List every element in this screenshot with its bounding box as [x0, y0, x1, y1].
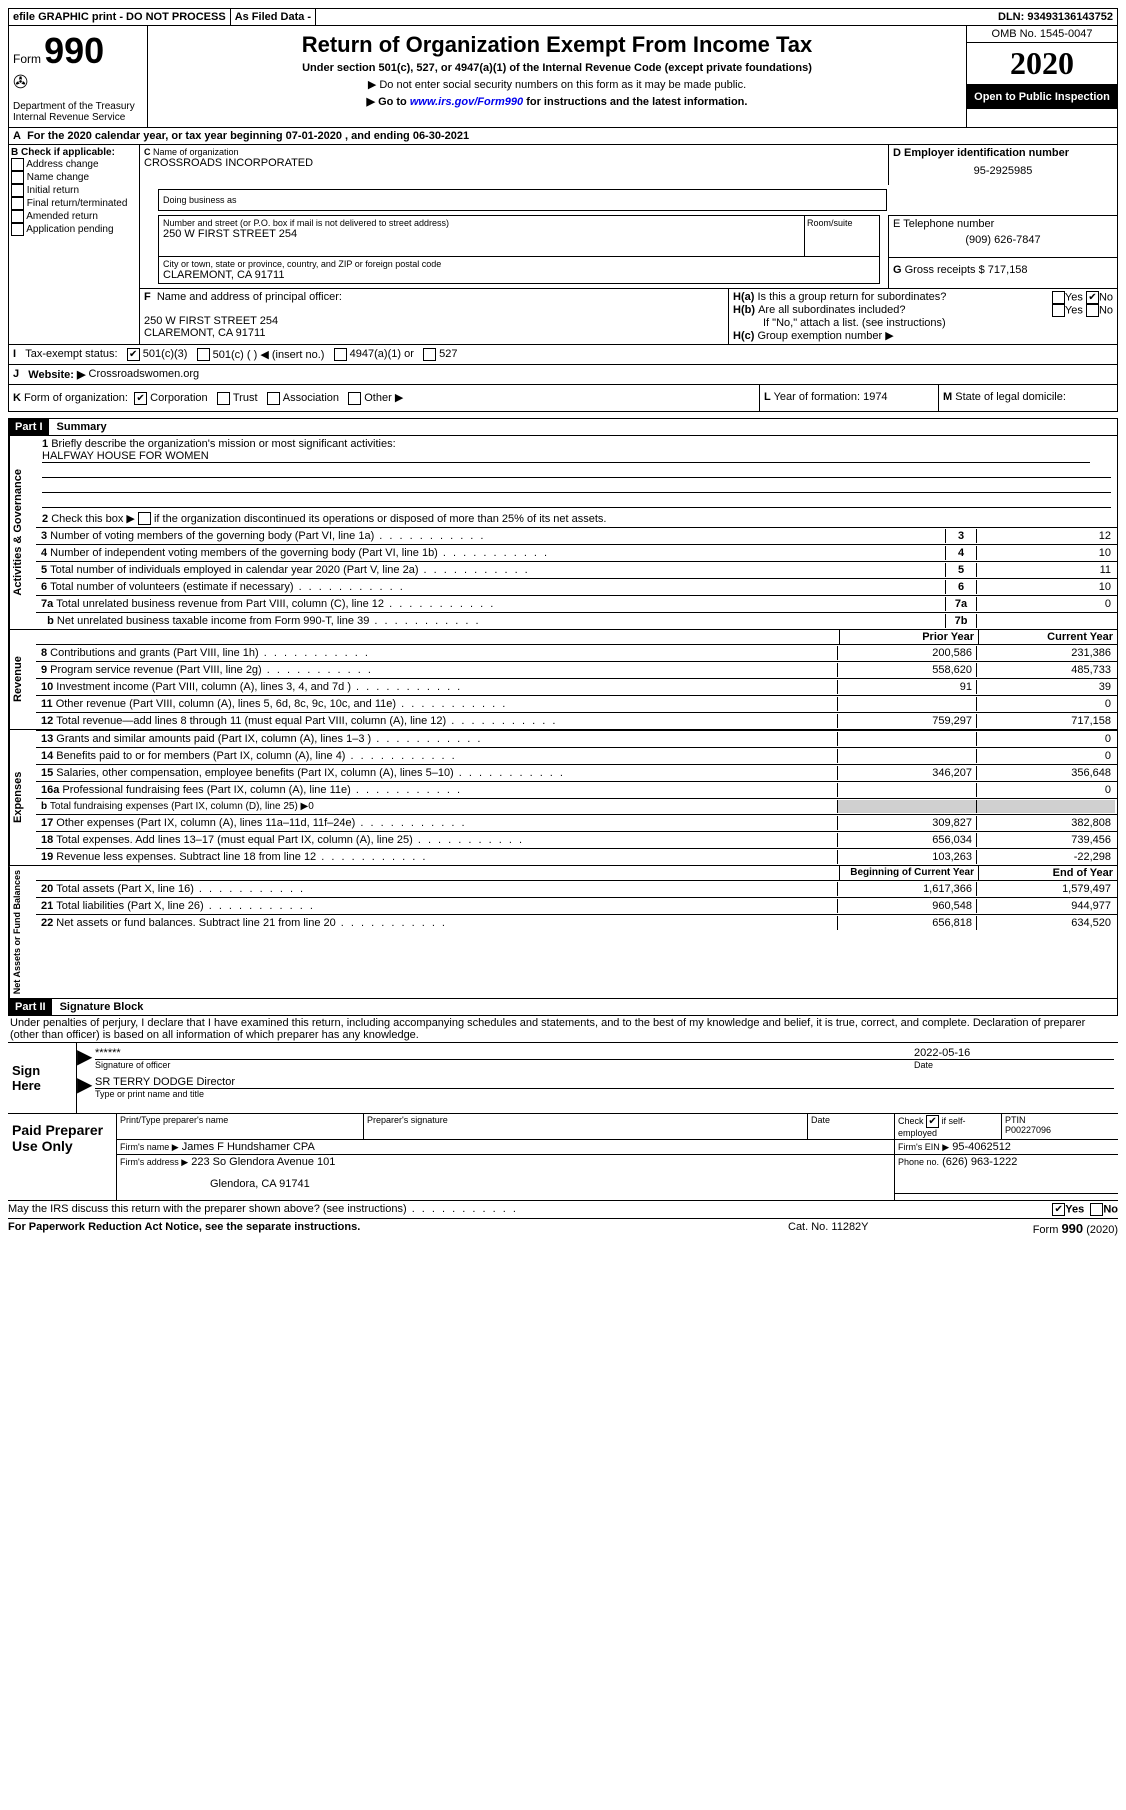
irs-label: Internal Revenue Service: [13, 112, 143, 123]
gov-line-6: 6 Total number of volunteers (estimate i…: [36, 578, 1117, 595]
discuss-row: May the IRS discuss this return with the…: [8, 1201, 1118, 1219]
line-22: 22 Net assets or fund balances. Subtract…: [36, 914, 1117, 931]
org-address: 250 W FIRST STREET 254: [163, 228, 800, 240]
form-subtitle-2: ▶ Do not enter social security numbers o…: [154, 78, 960, 91]
chk-other[interactable]: [348, 392, 361, 405]
line-13: 13 Grants and similar amounts paid (Part…: [36, 730, 1117, 747]
chk-address[interactable]: Address change: [11, 158, 137, 171]
revenue-section: Revenue Prior Year Current Year 8 Contri…: [8, 630, 1118, 730]
gov-line-7b: b Net unrelated business taxable income …: [36, 612, 1117, 629]
paid-preparer-section: Paid Preparer Use Only Print/Type prepar…: [8, 1114, 1118, 1201]
org-city: CLAREMONT, CA 91711: [163, 269, 875, 281]
part-ii-header: Part II Signature Block: [8, 999, 1118, 1016]
h-b-yes[interactable]: Yes: [1052, 304, 1083, 317]
gov-line-7a: 7a Total unrelated business revenue from…: [36, 595, 1117, 612]
chk-4947[interactable]: [334, 348, 347, 361]
line-klm: K Form of organization: Corporation Trus…: [8, 385, 1118, 412]
discuss-no[interactable]: No: [1090, 1203, 1118, 1216]
line-18: 18 Total expenses. Add lines 13–17 (must…: [36, 831, 1117, 848]
website: Crossroadswomen.org: [89, 368, 200, 381]
officer-name: SR TERRY DODGE Director: [95, 1076, 1114, 1089]
firm-ein: 95-4062512: [952, 1141, 1011, 1153]
line-j: J Website: ▶ Crossroadswomen.org: [8, 365, 1118, 385]
ein: 95-2925985: [893, 159, 1113, 183]
ptin: P00227096: [1005, 1125, 1051, 1135]
line-9: 9 Program service revenue (Part VIII, li…: [36, 661, 1117, 678]
entity-section: B Check if applicable: Address change Na…: [8, 145, 1118, 345]
chk-self-employed[interactable]: [926, 1115, 939, 1128]
chk-527[interactable]: [423, 348, 436, 361]
form-label: Form: [13, 52, 41, 66]
dln-value: 93493136143752: [1027, 11, 1113, 23]
chk-amended[interactable]: Amended return: [11, 210, 137, 223]
firm-name: James F Hundshamer CPA: [182, 1141, 315, 1153]
chk-final[interactable]: Final return/terminated: [11, 197, 137, 210]
line-21: 21 Total liabilities (Part X, line 26) 9…: [36, 897, 1117, 914]
chk-501c[interactable]: [197, 348, 210, 361]
phone: (909) 626-7847: [893, 230, 1113, 250]
sign-date: 2022-05-16: [914, 1047, 1114, 1060]
mission: HALFWAY HOUSE FOR WOMEN: [42, 450, 1090, 463]
line-12: 12 Total revenue—add lines 8 through 11 …: [36, 712, 1117, 729]
line-10: 10 Investment income (Part VIII, column …: [36, 678, 1117, 695]
gov-line-5: 5 Total number of individuals employed i…: [36, 561, 1117, 578]
perjury-statement: Under penalties of perjury, I declare th…: [8, 1016, 1118, 1043]
firm-phone: (626) 963-1222: [942, 1156, 1017, 1168]
irs-link[interactable]: www.irs.gov/Form990: [410, 96, 523, 108]
gov-line-3: 3 Number of voting members of the govern…: [36, 527, 1117, 544]
line-11: 11 Other revenue (Part VIII, column (A),…: [36, 695, 1117, 712]
org-name: CROSSROADS INCORPORATED: [144, 157, 884, 169]
form-header: Form 990 ✇ Department of the Treasury In…: [8, 26, 1118, 128]
tax-year: 2020: [967, 43, 1117, 85]
h-a-yes[interactable]: Yes: [1052, 291, 1083, 304]
netassets-section: Net Assets or Fund Balances Beginning of…: [8, 866, 1118, 999]
asfiled-label: As Filed Data -: [231, 9, 316, 25]
line-a: A For the 2020 calendar year, or tax yea…: [8, 128, 1118, 145]
chk-corp[interactable]: [134, 392, 147, 405]
top-bar: efile GRAPHIC print - DO NOT PROCESS As …: [8, 8, 1118, 26]
part-i-header: Part I Summary: [8, 418, 1118, 436]
expenses-section: Expenses 13 Grants and similar amounts p…: [8, 730, 1118, 866]
preparer-table: Print/Type preparer's name Preparer's si…: [116, 1114, 1118, 1200]
footer-row: For Paperwork Reduction Act Notice, see …: [8, 1219, 1118, 1238]
line-14: 14 Benefits paid to or for members (Part…: [36, 747, 1117, 764]
firm-addr2: Glendora, CA 91741: [210, 1178, 310, 1190]
line-17: 17 Other expenses (Part IX, column (A), …: [36, 814, 1117, 831]
firm-addr1: 223 So Glendora Avenue 101: [191, 1156, 335, 1168]
efile-notice: efile GRAPHIC print - DO NOT PROCESS: [9, 9, 231, 25]
chk-name[interactable]: Name change: [11, 171, 137, 184]
form-number: 990: [44, 30, 104, 71]
chk-trust[interactable]: [217, 392, 230, 405]
form-subtitle-1: Under section 501(c), 527, or 4947(a)(1)…: [154, 62, 960, 74]
sign-here-section: Sign Here ▶▶ ****** 2022-05-16 Signature…: [8, 1043, 1118, 1114]
line-8: 8 Contributions and grants (Part VIII, l…: [36, 644, 1117, 661]
chk-assoc[interactable]: [267, 392, 280, 405]
governance-section: Activities & Governance 1 Briefly descri…: [8, 436, 1118, 631]
dln-label: DLN:: [998, 11, 1024, 23]
h-a-no[interactable]: No: [1086, 291, 1113, 304]
discuss-yes[interactable]: Yes: [1052, 1203, 1084, 1216]
chk-501c3[interactable]: [127, 348, 140, 361]
chk-initial[interactable]: Initial return: [11, 184, 137, 197]
line-b: b Total fundraising expenses (Part IX, c…: [36, 798, 1117, 814]
omb-number: OMB No. 1545-0047: [967, 26, 1117, 43]
dept-treasury: Department of the Treasury: [13, 101, 143, 112]
form-title: Return of Organization Exempt From Incom…: [154, 32, 960, 58]
line-15: 15 Salaries, other compensation, employe…: [36, 764, 1117, 781]
chk-discontinued[interactable]: [138, 512, 151, 525]
gov-line-4: 4 Number of independent voting members o…: [36, 544, 1117, 561]
open-to-public: Open to Public Inspection: [967, 85, 1117, 109]
line-19: 19 Revenue less expenses. Subtract line …: [36, 848, 1117, 865]
line-20: 20 Total assets (Part X, line 16) 1,617,…: [36, 880, 1117, 897]
h-b-no[interactable]: No: [1086, 304, 1113, 317]
gross-receipts: 717,158: [988, 264, 1028, 276]
line-16a: 16a Professional fundraising fees (Part …: [36, 781, 1117, 798]
chk-pending[interactable]: Application pending: [11, 223, 137, 236]
line-i: I Tax-exempt status: 501(c)(3) 501(c) ( …: [8, 345, 1118, 365]
